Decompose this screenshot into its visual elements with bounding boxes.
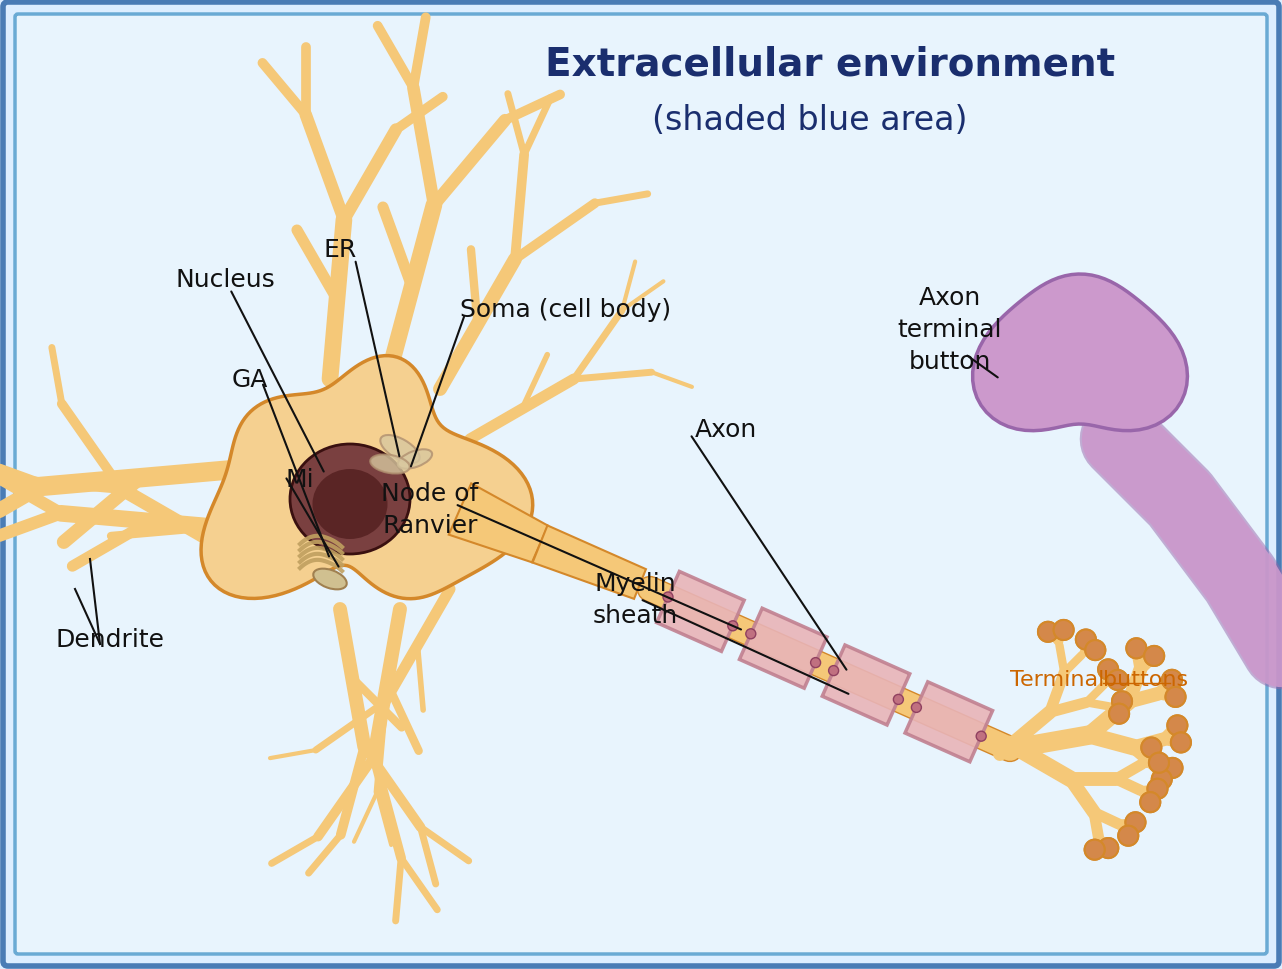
Ellipse shape bbox=[381, 435, 419, 463]
Circle shape bbox=[1086, 641, 1105, 661]
FancyBboxPatch shape bbox=[15, 15, 1267, 954]
Polygon shape bbox=[449, 484, 547, 563]
Circle shape bbox=[828, 666, 838, 676]
Circle shape bbox=[1165, 687, 1186, 707]
Circle shape bbox=[976, 732, 986, 741]
Circle shape bbox=[1147, 779, 1168, 798]
Polygon shape bbox=[905, 682, 992, 762]
Circle shape bbox=[1054, 620, 1073, 641]
Circle shape bbox=[1038, 622, 1058, 642]
Circle shape bbox=[1149, 753, 1169, 773]
Circle shape bbox=[1109, 703, 1129, 724]
Circle shape bbox=[746, 629, 756, 640]
Circle shape bbox=[1086, 641, 1105, 661]
Text: Axon: Axon bbox=[695, 418, 758, 442]
Circle shape bbox=[1149, 753, 1169, 773]
Circle shape bbox=[1163, 758, 1182, 778]
Text: ER: ER bbox=[323, 237, 356, 262]
FancyBboxPatch shape bbox=[3, 3, 1279, 966]
Text: (shaded blue area): (shaded blue area) bbox=[653, 104, 968, 137]
Text: GA: GA bbox=[232, 367, 268, 391]
Circle shape bbox=[1168, 716, 1187, 735]
Circle shape bbox=[1147, 779, 1168, 798]
Circle shape bbox=[1151, 769, 1172, 790]
Ellipse shape bbox=[290, 445, 410, 554]
Polygon shape bbox=[822, 645, 910, 725]
Circle shape bbox=[1054, 620, 1073, 641]
Circle shape bbox=[1099, 838, 1118, 859]
Circle shape bbox=[1118, 826, 1138, 846]
Circle shape bbox=[1111, 692, 1132, 711]
Circle shape bbox=[1163, 758, 1182, 778]
Ellipse shape bbox=[370, 455, 410, 474]
Circle shape bbox=[1126, 812, 1146, 832]
Circle shape bbox=[1144, 646, 1164, 667]
Circle shape bbox=[1127, 639, 1146, 659]
Circle shape bbox=[1038, 622, 1058, 642]
Text: Terminal: Terminal bbox=[1010, 670, 1111, 689]
Circle shape bbox=[1108, 671, 1128, 690]
Polygon shape bbox=[201, 357, 533, 599]
Circle shape bbox=[1127, 639, 1146, 659]
Circle shape bbox=[1161, 671, 1182, 690]
Circle shape bbox=[1140, 793, 1160, 812]
Polygon shape bbox=[740, 609, 827, 689]
Text: Myelin
sheath: Myelin sheath bbox=[592, 572, 678, 627]
Circle shape bbox=[1141, 737, 1161, 758]
Circle shape bbox=[1161, 671, 1182, 690]
Circle shape bbox=[1099, 660, 1118, 679]
Circle shape bbox=[1165, 687, 1186, 707]
Text: Extracellular environment: Extracellular environment bbox=[545, 46, 1115, 84]
Circle shape bbox=[1085, 840, 1105, 860]
Circle shape bbox=[1151, 769, 1172, 790]
Text: Node of
Ranvier: Node of Ranvier bbox=[381, 482, 478, 537]
Text: Dendrite: Dendrite bbox=[55, 627, 164, 651]
Text: Mi: Mi bbox=[285, 467, 314, 491]
Circle shape bbox=[1076, 630, 1096, 650]
Text: buttons: buttons bbox=[1103, 670, 1188, 689]
Circle shape bbox=[1126, 812, 1146, 832]
Circle shape bbox=[1170, 733, 1191, 753]
Text: Axon
terminal
button: Axon terminal button bbox=[897, 286, 1003, 373]
Polygon shape bbox=[532, 526, 646, 599]
Circle shape bbox=[1099, 838, 1118, 859]
Ellipse shape bbox=[313, 470, 387, 540]
Circle shape bbox=[1108, 671, 1128, 690]
Circle shape bbox=[1118, 826, 1138, 846]
Circle shape bbox=[728, 621, 738, 631]
Circle shape bbox=[1168, 716, 1187, 735]
Polygon shape bbox=[656, 572, 744, 652]
Circle shape bbox=[1141, 737, 1161, 758]
Text: Nucleus: Nucleus bbox=[176, 267, 274, 292]
Circle shape bbox=[810, 658, 820, 668]
Text: Soma (cell body): Soma (cell body) bbox=[460, 297, 670, 322]
Ellipse shape bbox=[397, 450, 432, 469]
Circle shape bbox=[1076, 630, 1096, 650]
Circle shape bbox=[912, 703, 922, 712]
Circle shape bbox=[1111, 692, 1132, 711]
Circle shape bbox=[1085, 840, 1105, 860]
Circle shape bbox=[1170, 733, 1191, 753]
Ellipse shape bbox=[313, 569, 346, 590]
Circle shape bbox=[1140, 793, 1160, 812]
Circle shape bbox=[1099, 660, 1118, 679]
Polygon shape bbox=[973, 275, 1187, 431]
Circle shape bbox=[1109, 703, 1129, 724]
Circle shape bbox=[663, 592, 673, 603]
Circle shape bbox=[894, 695, 904, 704]
Circle shape bbox=[1144, 646, 1164, 667]
